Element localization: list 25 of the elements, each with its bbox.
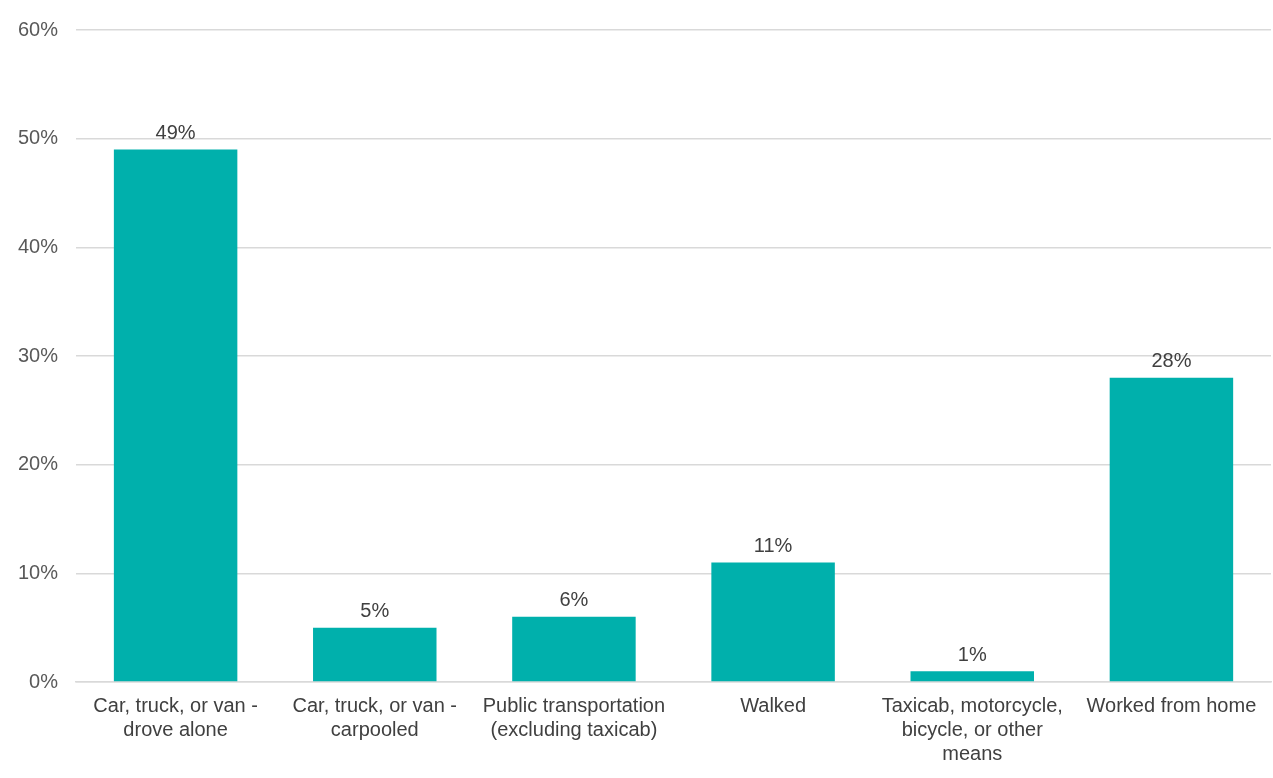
data-label: 11% <box>753 533 793 556</box>
bar <box>1109 377 1234 682</box>
y-tick-label: 20% <box>18 452 59 475</box>
x-tick-label: Walked <box>740 693 807 716</box>
bar <box>711 562 835 682</box>
x-tick-label: Worked from home <box>1086 693 1257 716</box>
data-label: 6% <box>559 588 589 611</box>
bar <box>113 149 238 682</box>
x-tick-label: Public transportation (excluding taxicab) <box>482 693 666 740</box>
data-label: 1% <box>957 642 987 665</box>
y-tick-label: 40% <box>18 234 59 257</box>
bar <box>512 616 636 682</box>
x-tick-label: Car, truck, or van - drove alone <box>93 693 258 740</box>
bar <box>910 671 1034 682</box>
y-tick-label: 0% <box>29 669 59 692</box>
x-tick-label: Car, truck, or van - carpooled <box>292 693 458 740</box>
bar <box>313 627 437 682</box>
data-label: 5% <box>360 599 390 622</box>
y-tick-label: 50% <box>18 126 59 149</box>
y-tick-label: 30% <box>18 343 59 366</box>
data-label: 49% <box>155 121 196 144</box>
data-label: 28% <box>1151 349 1192 372</box>
x-tick-label: Taxicab, motorcycle, bicycle, or other means <box>881 693 1063 764</box>
y-tick-label: 60% <box>18 17 59 40</box>
y-tick-label: 10% <box>18 560 59 583</box>
